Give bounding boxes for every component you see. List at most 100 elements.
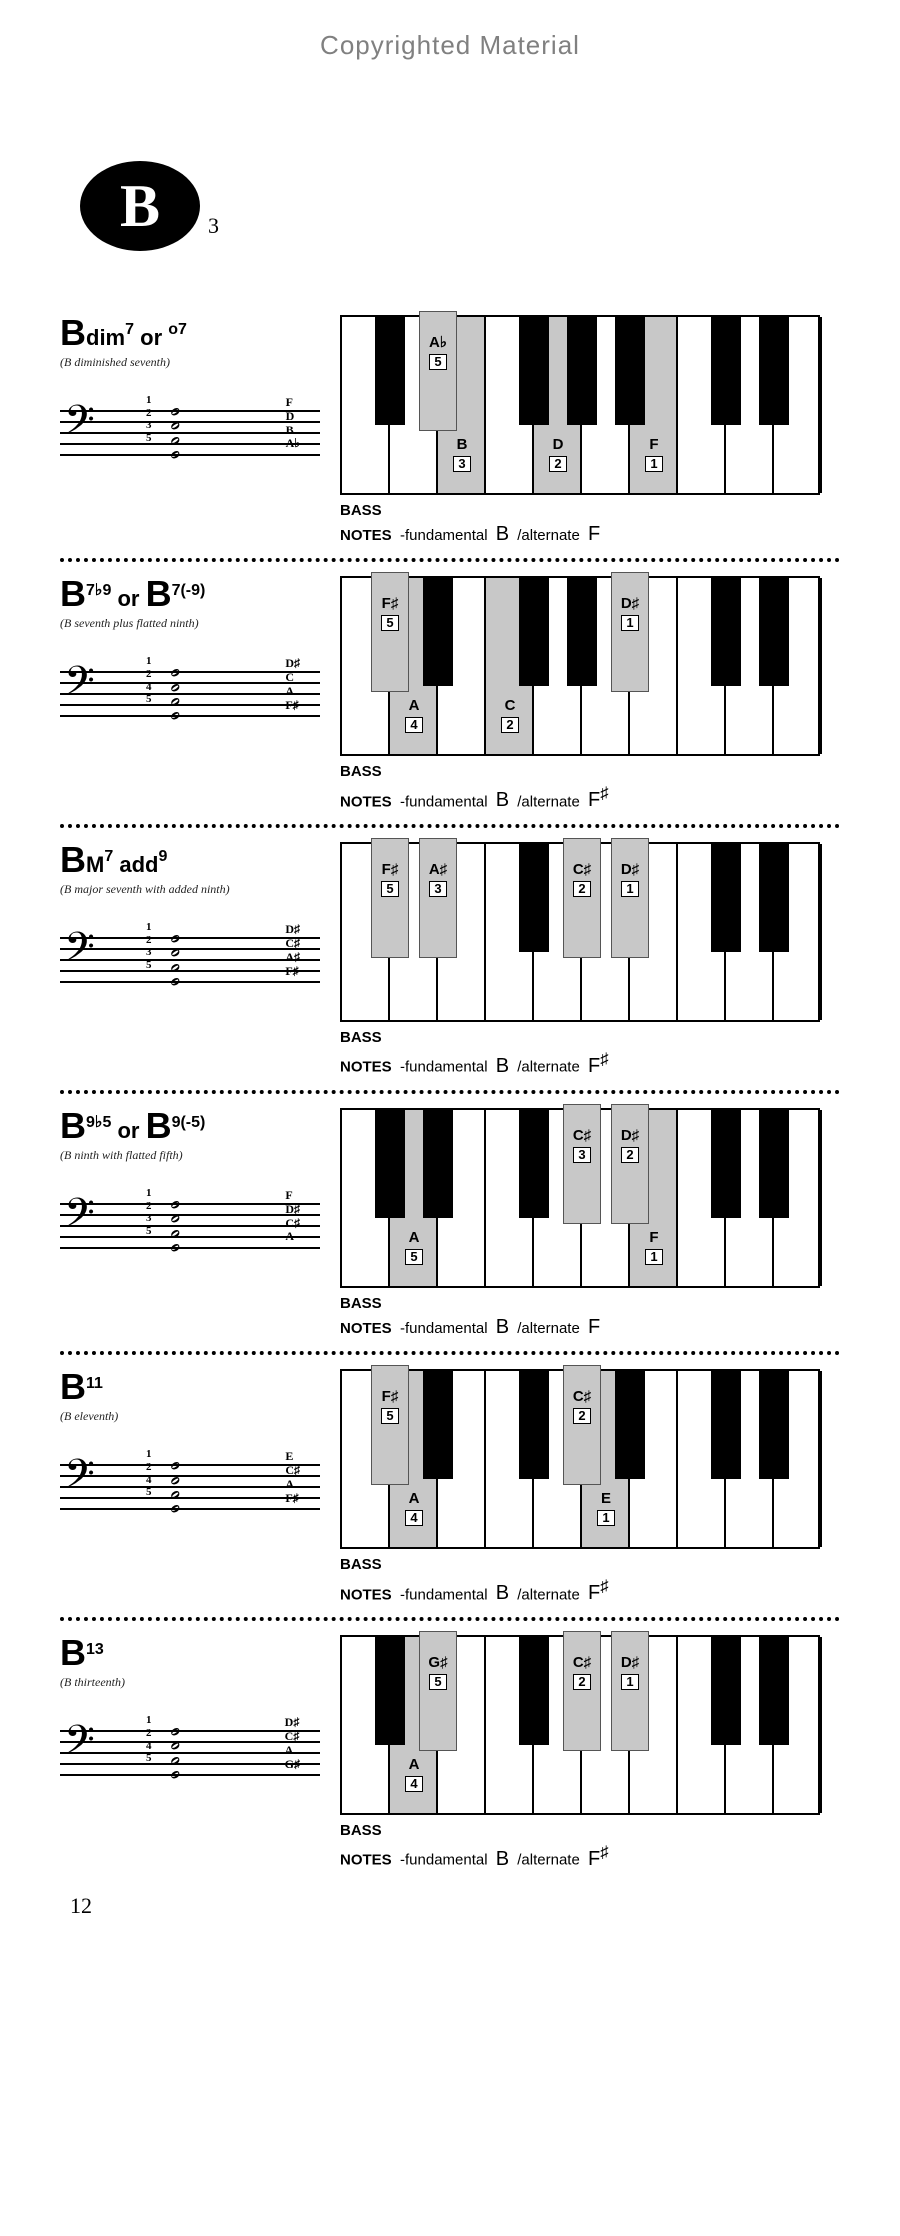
bass-clef-icon: 𝄢 xyxy=(64,929,95,977)
black-key xyxy=(711,844,741,952)
staff-note-names: D♯C♯A♯F♯ xyxy=(285,923,300,978)
key-label: F♯5 xyxy=(373,596,407,631)
black-key xyxy=(759,578,789,686)
key-label: F1 xyxy=(636,1230,672,1265)
chord-description: (B ninth with flatted fifth) xyxy=(60,1148,320,1163)
black-key xyxy=(519,1637,549,1745)
black-key xyxy=(375,1110,405,1218)
chord-name: Bdim7 or o7 xyxy=(60,315,320,351)
key-label: A4 xyxy=(396,1491,432,1526)
chord-row: B7♭9 or B7(-9) (B seventh plus flatted ni… xyxy=(60,562,840,828)
black-key-highlight xyxy=(371,838,409,958)
bass-notes-caption: BASSNOTES -fundamental B /alternate F xyxy=(340,501,840,548)
chord-description: (B diminished seventh) xyxy=(60,355,320,370)
staff-finger-numbers: 1245 xyxy=(146,1714,152,1765)
black-key xyxy=(759,1637,789,1745)
black-key xyxy=(759,1371,789,1479)
keyboard-diagram: B3D2F1A♭5 xyxy=(340,315,820,495)
black-key-highlight xyxy=(371,1365,409,1485)
black-key xyxy=(567,578,597,686)
black-key xyxy=(759,844,789,952)
black-key xyxy=(519,1110,549,1218)
key-label: C♯2 xyxy=(565,1655,599,1690)
black-key xyxy=(615,1371,645,1479)
key-label: G♯5 xyxy=(421,1655,455,1690)
key-label: D♯1 xyxy=(613,596,647,631)
badge-oval: B xyxy=(80,161,200,251)
keyboard-diagram-block: A5 F1 C♯3 D♯2 BASSNOTES -fundamental B /alte… xyxy=(340,1108,840,1341)
chord-name: B9♭5 or B9(-5) xyxy=(60,1108,320,1144)
key-label: D♯2 xyxy=(613,1128,647,1163)
key-label: A4 xyxy=(396,1757,432,1792)
black-key-highlight xyxy=(611,572,649,692)
key-label: D2 xyxy=(540,437,576,472)
black-key xyxy=(423,578,453,686)
chord-info: Bdim7 or o7(B diminished seventh)𝄢1235𝅗𝅗… xyxy=(60,315,320,548)
chord-info: B13(B thirteenth)𝄢1245𝅗𝅗𝅗𝅗D♯C♯AG♯ xyxy=(60,1635,320,1873)
music-chord-page: Copyrighted Material B 3 Bdim7 or o7(B d… xyxy=(0,0,900,1959)
staff-note-names: FDBA♭ xyxy=(286,396,300,451)
bass-notes-caption: BASSNOTES -fundamental B /alternate F♯ xyxy=(340,1028,840,1080)
keyboard-diagram-block: B3D2F1A♭5BASSNOTES -fundamental B /alter… xyxy=(340,315,840,548)
keyboard-diagram: A4E1F♯5C♯2 xyxy=(340,1369,820,1549)
key-label: A5 xyxy=(396,1230,432,1265)
bass-notes-caption: BASSNOTES -fundamental B /alternate F♯ xyxy=(340,1821,840,1873)
chord-name: B11 xyxy=(60,1369,320,1405)
page-header-badge: B 3 xyxy=(80,161,840,251)
chord-row: B9♭5 or B9(-5) (B ninth with flatted fift… xyxy=(60,1094,840,1355)
chord-info: BM7 add9(B major seventh with added nint… xyxy=(60,842,320,1080)
chord-info: B11(B eleventh)𝄢1245𝅗𝅗𝅗𝅗EC♯AF♯ xyxy=(60,1369,320,1607)
chord-row: BM7 add9(B major seventh with added nint… xyxy=(60,828,840,1094)
black-key-highlight xyxy=(563,1104,601,1224)
keyboard-diagram-block: F♯5A♯3C♯2D♯1 BASSNOTES -fundamental B /al… xyxy=(340,842,840,1080)
keyboard-diagram: F♯5A♯3C♯2D♯1 xyxy=(340,842,820,1022)
bass-notes-caption: BASSNOTES -fundamental B /alternate F♯ xyxy=(340,762,840,814)
chord-description: (B seventh plus flatted ninth) xyxy=(60,616,320,631)
key-label: C♯3 xyxy=(565,1128,599,1163)
black-key xyxy=(711,1110,741,1218)
black-key-highlight xyxy=(419,1631,457,1751)
keyboard-diagram: A4C2F♯5D♯1 xyxy=(340,576,820,756)
chord-list: Bdim7 or o7 (B diminished seventh) 𝄢 1235 𝅗𝅗… xyxy=(60,301,840,1883)
staff-finger-numbers: 1245 xyxy=(146,1448,152,1499)
staff-finger-numbers: 1235 xyxy=(146,394,152,445)
staff-finger-numbers: 1245 xyxy=(146,655,152,706)
key-label: A♯3 xyxy=(421,862,455,897)
black-key-highlight xyxy=(611,1104,649,1224)
chord-description: (B eleventh) xyxy=(60,1409,320,1424)
black-key xyxy=(759,1110,789,1218)
staff-finger-numbers: 1235 xyxy=(146,921,152,972)
black-key xyxy=(711,317,741,425)
chord-info: B9♭5 or B9(-5) (B ninth with flatted fift… xyxy=(60,1108,320,1341)
black-key-highlight xyxy=(419,838,457,958)
staff-finger-numbers: 1235 xyxy=(146,1187,152,1238)
staff-notation: 𝄢 1235 𝅗𝅗𝅗𝅗 D♯C♯A♯F♯ xyxy=(60,915,320,1005)
key-label: D♯1 xyxy=(613,1655,647,1690)
keyboard-diagram-block: A4C2F♯5D♯1BASSNOTES -fundamental B /alte… xyxy=(340,576,840,814)
keyboard-diagram-block: A4E1F♯5C♯2BASSNOTES -fundamental B /alte… xyxy=(340,1369,840,1607)
note-cluster-icon: 𝅗𝅗𝅗𝅗 xyxy=(170,398,179,455)
bass-notes-caption: BASSNOTES -fundamental B /alternate F xyxy=(340,1294,840,1341)
staff-notation: 𝄢1245𝅗𝅗𝅗𝅗D♯CAF♯ xyxy=(60,649,320,739)
note-cluster-icon: 𝅗𝅗𝅗𝅗 xyxy=(170,925,179,982)
chord-name: B13 xyxy=(60,1635,320,1671)
bass-clef-icon: 𝄢 xyxy=(64,1195,95,1243)
note-cluster-icon: 𝅗𝅗𝅗𝅗 xyxy=(170,659,179,716)
note-cluster-icon: 𝅗𝅗𝅗𝅗 xyxy=(170,1191,179,1248)
black-key-highlight xyxy=(371,572,409,692)
black-key xyxy=(711,1371,741,1479)
key-label: F1 xyxy=(636,437,672,472)
keyboard-diagram: A4 G♯5 C♯2 D♯1 xyxy=(340,1635,820,1815)
badge-letter: B xyxy=(120,172,160,241)
black-key xyxy=(711,578,741,686)
key-label: C2 xyxy=(492,698,528,733)
key-label: F♯5 xyxy=(373,1389,407,1424)
note-cluster-icon: 𝅗𝅗𝅗𝅗 xyxy=(170,1452,179,1509)
chord-name: B7♭9 or B7(-9) xyxy=(60,576,320,612)
staff-notation: 𝄢1235𝅗𝅗𝅗𝅗FDBA♭ xyxy=(60,388,320,478)
chord-description: (B major seventh with added ninth) xyxy=(60,882,320,897)
staff-note-names: EC♯AF♯ xyxy=(285,1450,300,1505)
black-key xyxy=(519,317,549,425)
black-key xyxy=(423,1110,453,1218)
bass-clef-icon: 𝄢 xyxy=(64,663,95,711)
